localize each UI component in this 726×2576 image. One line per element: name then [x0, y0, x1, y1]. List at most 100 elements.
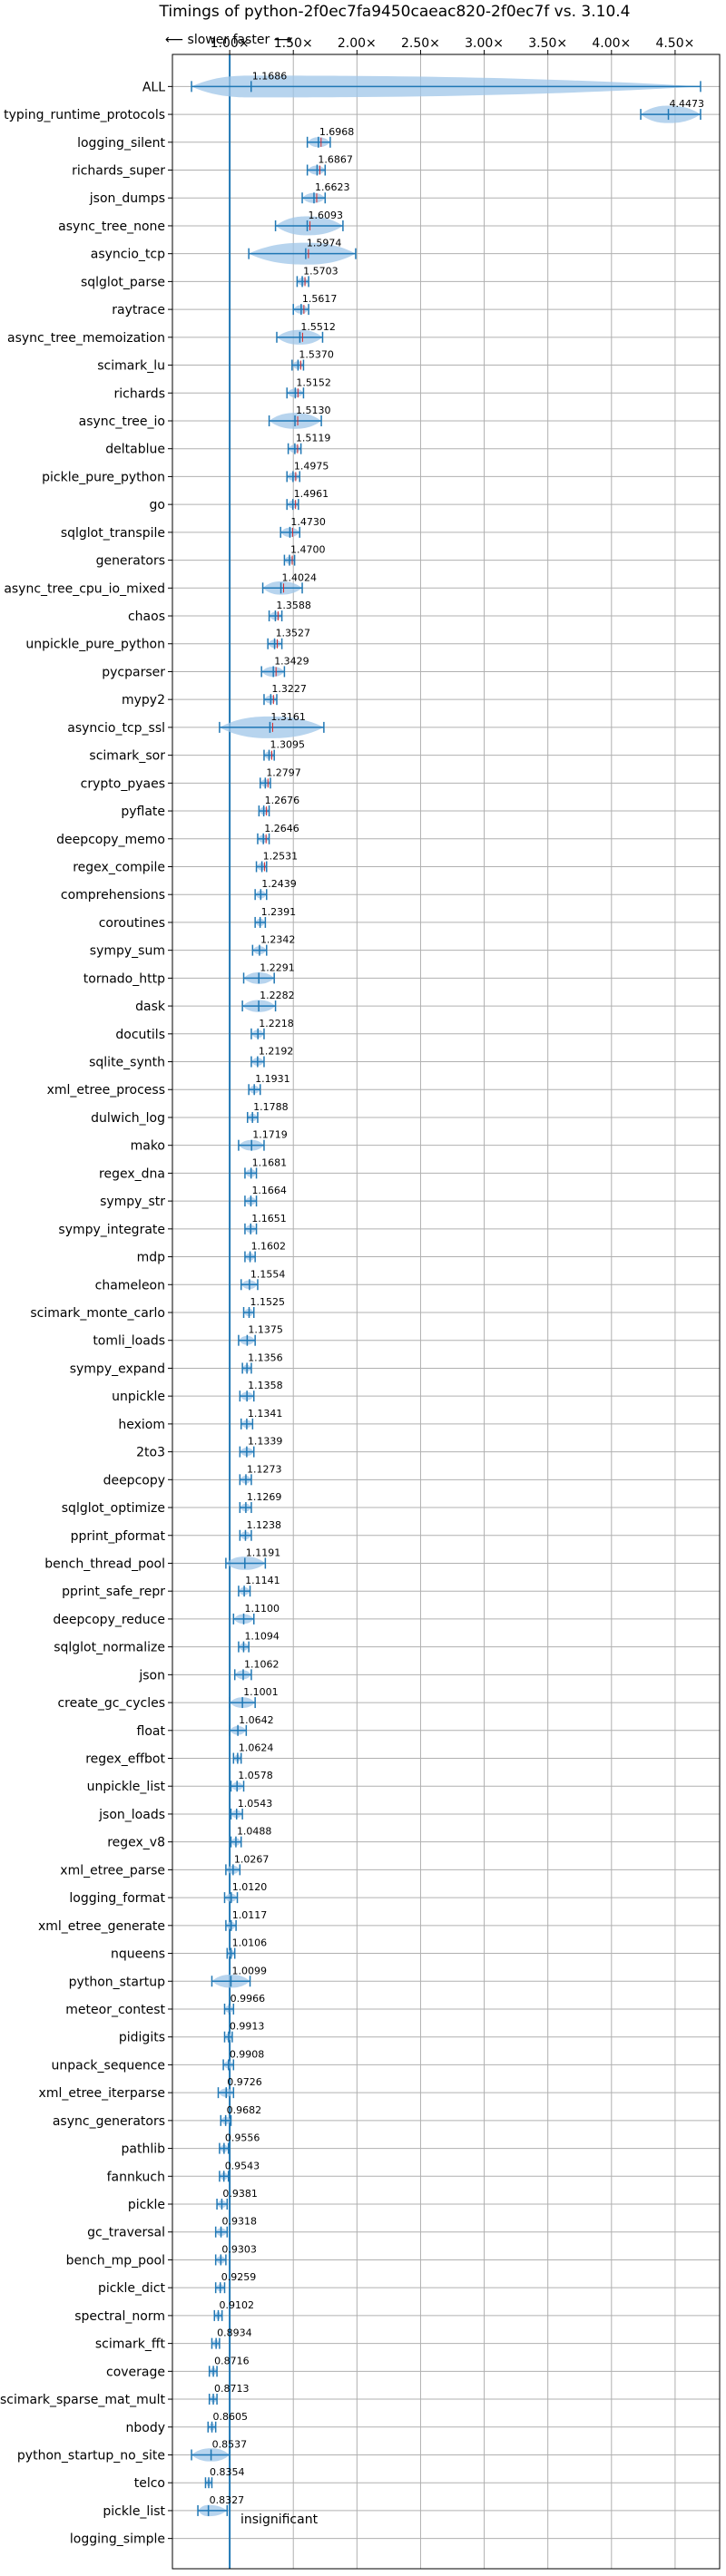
value-label: 1.1664 [251, 1185, 287, 1196]
value-label: 1.1001 [243, 1686, 279, 1698]
benchmark-label: crypto_pyaes [81, 776, 165, 791]
value-label: 0.8354 [210, 2466, 245, 2478]
value-label: 0.9318 [222, 2216, 257, 2228]
value-label: 1.5974 [307, 238, 342, 249]
benchmark-label: asyncio_tcp_ssl [67, 721, 165, 736]
value-label: 1.1375 [248, 1324, 283, 1336]
benchmark-label: async_tree_none [58, 220, 165, 234]
benchmark-label: spectral_norm [74, 2309, 165, 2324]
benchmark-label: async_tree_cpu_io_mixed [4, 581, 165, 596]
direction-label: ⟵ slower faster ⟶ [165, 33, 292, 47]
benchmark-label: coverage [106, 2365, 165, 2379]
value-label: 1.1719 [252, 1129, 288, 1141]
benchmark-label: sympy_expand [70, 1361, 165, 1376]
benchmark-label: asyncio_tcp [91, 248, 165, 262]
benchmark-label: mypy2 [122, 693, 165, 707]
benchmark-label: chaos [128, 610, 165, 624]
x-tick-label: 2.50× [401, 36, 440, 51]
benchmark-label: coroutines [99, 916, 165, 931]
value-label: 1.0099 [231, 1965, 267, 1976]
value-label: 0.9381 [222, 2188, 258, 2200]
label-layer: ALL 1.1686 typing_runtime_protocols 4.4473 l… [0, 70, 704, 2546]
benchmark-label: xml_etree_process [47, 1083, 165, 1098]
value-label: 1.2531 [263, 850, 299, 862]
benchmark-label: logging_simple [70, 2532, 165, 2547]
value-label: 1.0117 [232, 1909, 267, 1921]
benchmark-label: sqlglot_normalize [54, 1641, 165, 1655]
benchmark-label: sqlite_synth [89, 1056, 165, 1070]
benchmark-label: mdp [137, 1251, 166, 1265]
value-label: 1.4024 [282, 571, 318, 583]
value-label: 1.3161 [270, 711, 306, 723]
benchmark-label: scimark_sor [89, 749, 165, 764]
value-label: 0.8605 [213, 2411, 249, 2423]
value-label: 1.3588 [276, 600, 311, 611]
benchmark-label: logging_format [69, 1891, 165, 1906]
benchmark-label: docutils [115, 1028, 165, 1042]
value-label: 1.1273 [247, 1463, 282, 1475]
benchmark-label: sympy_sum [90, 944, 165, 959]
benchmark-label: deepcopy [103, 1473, 165, 1488]
value-label: 1.0106 [232, 1937, 268, 1949]
benchmark-label: nbody [126, 2421, 166, 2435]
benchmark-label: deltablue [105, 443, 165, 457]
benchmark-label: scimark_monte_carlo [30, 1306, 165, 1321]
value-label: 1.4975 [294, 460, 329, 472]
value-label: 1.5617 [302, 293, 338, 305]
value-label: 0.8537 [212, 2438, 248, 2450]
benchmark-label: json [138, 1668, 165, 1683]
benchmark-label: tomli_loads [93, 1334, 165, 1349]
value-label: 1.0642 [239, 1714, 274, 1726]
x-tick-label: 3.50× [528, 36, 567, 51]
value-label: 0.9682 [227, 2104, 262, 2116]
benchmark-label: deepcopy_memo [56, 833, 165, 847]
benchmark-label: pickle_list [103, 2504, 165, 2519]
value-label: 1.1062 [244, 1658, 280, 1670]
value-label: 1.5119 [296, 433, 331, 444]
value-label: 1.2218 [259, 1018, 294, 1029]
benchmark-label: ALL [142, 80, 165, 94]
benchmark-label: pathlib [122, 2142, 166, 2157]
benchmark-label: richards [114, 386, 166, 401]
benchmark-label: gc_traversal [87, 2226, 165, 2240]
benchmark-label: unpack_sequence [52, 2058, 165, 2073]
benchmark-label: xml_etree_generate [38, 1919, 165, 1934]
value-label: 1.1339 [248, 1436, 283, 1448]
benchmark-label: pickle [128, 2198, 165, 2212]
value-label: 0.9543 [225, 2160, 260, 2171]
value-label: 1.1269 [247, 1491, 282, 1503]
chart-title: Timings of python-2f0ec7fa9450caeac820-2… [159, 3, 631, 21]
benchmark-label: meteor_contest [65, 2003, 165, 2017]
benchmark-label: json_loads [98, 1808, 165, 1822]
value-label: 1.5703 [303, 265, 338, 277]
benchmark-label: xml_etree_parse [60, 1863, 165, 1878]
value-label: 0.8713 [214, 2383, 249, 2395]
benchmark-label: unpickle [112, 1390, 165, 1404]
value-label: 1.1931 [255, 1073, 290, 1085]
value-label: 1.5370 [299, 349, 334, 361]
benchmark-label: pidigits [119, 2031, 165, 2045]
value-label: 1.3527 [276, 628, 311, 639]
value-label: 1.0578 [238, 1770, 273, 1781]
benchmark-label: pprint_pformat [71, 1529, 166, 1544]
value-label: 0.9259 [221, 2271, 257, 2283]
benchmark-label: go [150, 498, 165, 512]
value-label: 1.1602 [251, 1241, 287, 1253]
value-label: 1.4961 [294, 488, 329, 500]
benchmark-label: bench_mp_pool [66, 2253, 165, 2268]
benchmark-label: bench_thread_pool [44, 1556, 165, 1571]
benchmark-label: regex_compile [73, 860, 165, 874]
value-label: 1.3429 [274, 655, 309, 667]
benchmark-label: pickle_dict [98, 2281, 166, 2296]
benchmark-label: telco [134, 2476, 165, 2491]
value-label: 1.1554 [250, 1268, 286, 1280]
benchmark-label: nqueens [111, 1947, 165, 1962]
benchmark-label: generators [96, 554, 165, 569]
x-tick-label: 1.00× [211, 36, 250, 51]
benchmark-label: sqlglot_optimize [62, 1501, 165, 1516]
benchmark-label: sympy_str [100, 1195, 165, 1209]
value-label: 0.8327 [210, 2494, 245, 2506]
plot-frame [172, 54, 721, 2570]
benchmark-label: deepcopy_reduce [53, 1613, 165, 1627]
benchmark-label: async_generators [53, 2114, 165, 2129]
